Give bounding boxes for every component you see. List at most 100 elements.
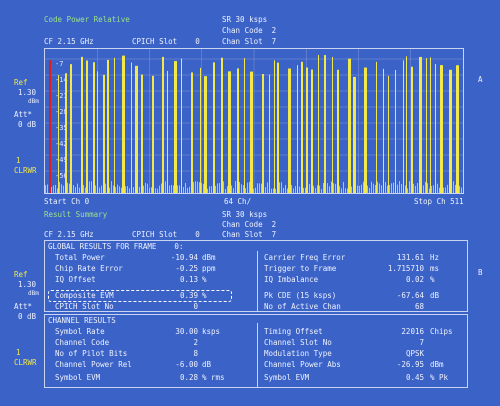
chip-rate-error-unit: ppm — [202, 264, 216, 273]
noise-bar — [401, 183, 402, 193]
noise-bar — [185, 183, 186, 193]
noise-bar — [177, 185, 178, 193]
channel-power-bar — [288, 68, 291, 193]
channel-power-rel-label: Channel Power Rel — [55, 360, 132, 369]
noise-bar — [67, 182, 68, 193]
noise-bar — [351, 186, 352, 193]
channel-power-bar — [152, 75, 154, 193]
noise-bar — [273, 188, 274, 193]
chart-title: Code Power Relative — [44, 15, 130, 24]
trigger-to-frame-label: Trigger to Frame — [264, 264, 337, 273]
noise-bar — [99, 187, 100, 193]
channel-power-bar — [274, 60, 275, 193]
noise-bar — [129, 188, 130, 193]
symbol-evm-pk-unit: % Pk — [430, 373, 449, 382]
noise-bar — [327, 183, 328, 193]
noise-bar — [79, 187, 80, 193]
noise-bar — [371, 181, 372, 193]
noise-bar — [47, 184, 48, 193]
noise-bar — [285, 185, 286, 193]
channel-power-bar — [221, 57, 223, 193]
att-label-top: Att* — [14, 110, 33, 119]
noise-bar — [341, 188, 342, 193]
y-tick-label: -7 — [55, 60, 63, 68]
channel-power-rel-value: -6.00 — [175, 360, 198, 369]
timing-offset-value: 22016 — [401, 327, 424, 336]
channel-power-bar — [411, 66, 413, 193]
screen-a-marker[interactable]: A — [478, 75, 483, 84]
ref-unit-top: dBm — [28, 98, 39, 105]
noise-bar — [315, 188, 316, 193]
channel-power-bar — [388, 75, 389, 193]
noise-bar — [443, 187, 444, 193]
channel-power-bar — [364, 67, 367, 193]
channel-power-bar — [200, 67, 201, 193]
noise-bar — [55, 184, 56, 193]
noise-bar — [173, 185, 174, 193]
noise-bar — [179, 185, 180, 193]
channel-power-bar — [70, 64, 72, 193]
noise-bar — [57, 188, 58, 193]
channel-power-bar — [269, 74, 270, 193]
noise-bar — [339, 186, 340, 193]
carrier-freq-error-label: Carrier Freq Error — [264, 253, 346, 262]
noise-bar — [187, 187, 188, 193]
start-channel-label: Start Ch 0 — [44, 197, 90, 206]
noise-bar — [323, 182, 324, 193]
noise-bar — [381, 185, 382, 193]
channel-power-bar — [301, 61, 303, 193]
channel-power-bar — [174, 61, 177, 193]
active-channels-label: No of Active Chan — [264, 302, 341, 311]
y-tick-label: -49 — [55, 156, 68, 164]
code-domain-power-chart: -7 -14 -21 -28 -35 -42 -49 -56 — [44, 48, 464, 194]
composite-evm-highlight — [48, 290, 232, 302]
noise-bar — [275, 188, 276, 193]
noise-bar — [105, 183, 106, 193]
channel-power-bar — [324, 55, 326, 193]
noise-bar — [417, 182, 418, 193]
channel-power-bar — [419, 56, 422, 193]
ref-unit-bottom: dBm — [28, 290, 39, 297]
noise-bar — [407, 188, 408, 193]
noise-bar — [215, 185, 216, 193]
channel-results-panel — [44, 314, 468, 388]
noise-bar — [295, 186, 296, 193]
cpich-slot-top: CPICH Slot 0 — [132, 37, 200, 46]
channel-power-abs-label: Channel Power Abs — [264, 360, 341, 369]
noise-bar — [245, 187, 246, 193]
channel-power-abs-value: -26.95 — [396, 360, 424, 369]
noise-bar — [239, 182, 240, 193]
timing-offset-unit: Chips — [430, 327, 453, 336]
channel-power-bar — [318, 55, 319, 193]
pilot-bits-label: No of Pilot Bits — [55, 349, 128, 358]
pilot-bits-value: 8 — [193, 349, 198, 358]
y-tick-label: -42 — [55, 140, 68, 148]
noise-bar — [267, 182, 268, 193]
noise-bar — [149, 187, 150, 193]
channels-per-division-label: 64 Ch/ — [224, 197, 252, 206]
noise-bar — [243, 185, 244, 193]
noise-bar — [63, 185, 64, 193]
symbol-rate-bottom: SR 30 ksps — [222, 210, 268, 219]
y-tick-label: -21 — [55, 92, 68, 100]
noise-bar — [257, 183, 258, 193]
noise-bar — [321, 188, 322, 193]
total-power-unit: dBm — [202, 253, 216, 262]
iq-offset-value: 0.13 — [179, 275, 198, 284]
chan-slot-bottom: Chan Slot 7 — [222, 230, 277, 239]
noise-bar — [299, 186, 300, 193]
noise-bar — [389, 185, 390, 193]
channel-code-value: 2 — [193, 338, 198, 347]
noise-bar — [151, 187, 152, 193]
channel-power-bar — [162, 56, 164, 193]
noise-bar — [373, 183, 374, 193]
center-frequency-top: CF 2.15 GHz — [44, 37, 94, 46]
noise-bar — [455, 184, 456, 193]
screen-b-marker[interactable]: B — [478, 268, 483, 277]
noise-bar — [259, 183, 260, 193]
noise-bar — [319, 185, 320, 193]
noise-bar — [161, 183, 162, 193]
global-results-panel — [44, 240, 468, 312]
noise-bar — [303, 187, 304, 193]
noise-bar — [115, 187, 116, 193]
